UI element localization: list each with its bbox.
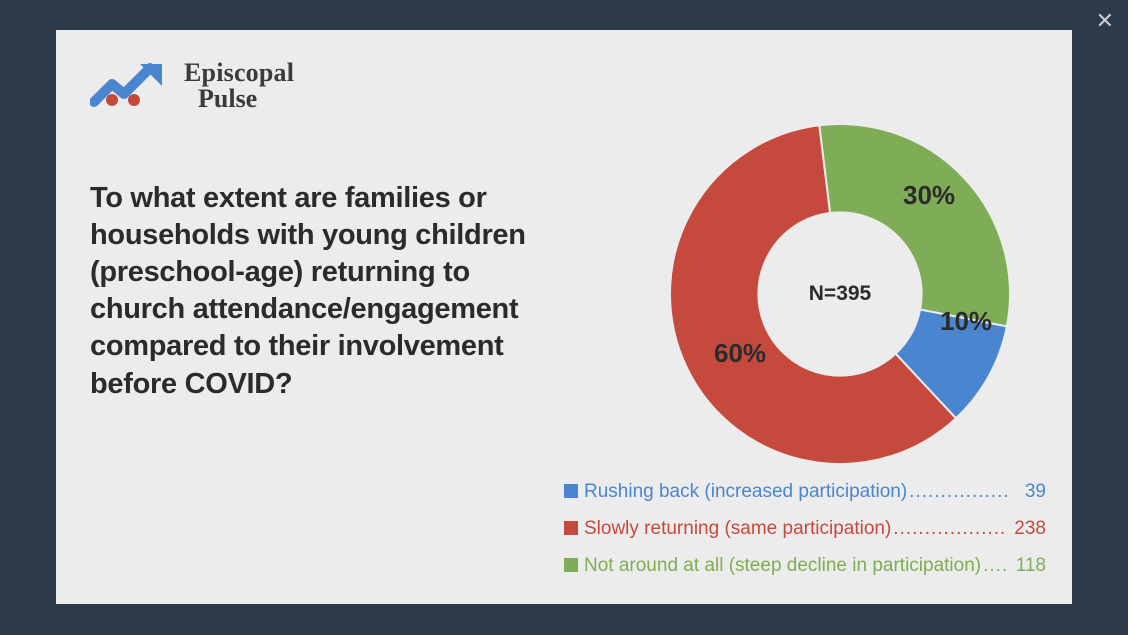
brand-name: Episcopal Pulse [184, 60, 294, 112]
legend-label-not_around: Not around at all (steep decline in part… [584, 547, 981, 584]
brand-name-line2: Pulse [198, 86, 294, 112]
legend-dots: ........................................… [981, 547, 1008, 584]
legend-dots: ........................................… [891, 510, 1008, 547]
legend-swatch-not_around [564, 558, 578, 572]
legend-swatch-slowly [564, 521, 578, 535]
legend-count-slowly: 238 [1008, 510, 1046, 547]
survey-card: Episcopal Pulse To what extent are famil… [56, 30, 1072, 604]
legend-row-rushing_back: Rushing back (increased participation)..… [564, 473, 1046, 510]
legend-row-slowly: Slowly returning (same participation)...… [564, 510, 1046, 547]
close-icon[interactable]: ✕ [1096, 10, 1114, 32]
legend-row-not_around: Not around at all (steep decline in part… [564, 547, 1046, 584]
legend-label-rushing_back: Rushing back (increased participation) [584, 473, 907, 510]
legend-dots: ........................................… [907, 473, 1008, 510]
chart-legend: Rushing back (increased participation)..… [564, 473, 1046, 584]
donut-svg [670, 124, 1010, 464]
legend-swatch-rushing_back [564, 484, 578, 498]
donut-chart: N=395 30%10%60% [570, 138, 1038, 478]
brand-name-line1: Episcopal [184, 60, 294, 86]
donut-segment-not_around [819, 124, 1010, 326]
brand-logo: Episcopal Pulse [90, 58, 1038, 114]
legend-count-rushing_back: 39 [1008, 473, 1046, 510]
legend-label-slowly: Slowly returning (same participation) [584, 510, 891, 547]
legend-count-not_around: 118 [1008, 547, 1046, 584]
survey-question: To what extent are families or household… [90, 138, 570, 478]
logo-mark-icon [90, 58, 170, 114]
